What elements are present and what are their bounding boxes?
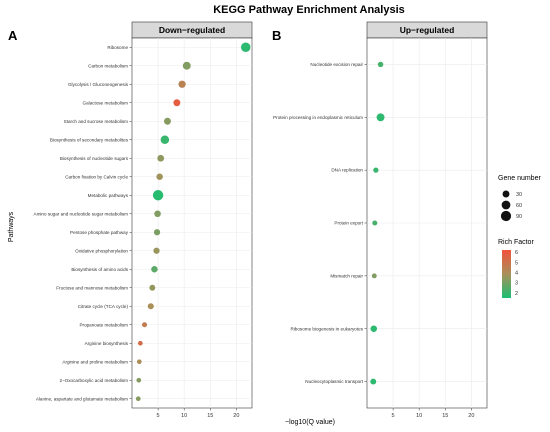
data-point bbox=[372, 220, 378, 226]
pathway-label: Biosynthesis of secondary metabolites bbox=[50, 137, 129, 142]
legend-color-label: 5 bbox=[515, 260, 518, 266]
pathway-label: Nucleocytoplasmic transport bbox=[305, 379, 363, 384]
facet-strip-title: Down−regulated bbox=[159, 25, 225, 35]
pathway-label: Galactose metabolism bbox=[83, 100, 129, 105]
y-axis-title: Pathways bbox=[8, 211, 15, 242]
pathway-label: Arginine and proline metabolism bbox=[62, 359, 128, 364]
x-tick-label: 10 bbox=[416, 413, 422, 419]
legend-size-swatch bbox=[501, 200, 511, 210]
legend-size-label: 60 bbox=[516, 203, 522, 209]
x-tick-label: 5 bbox=[392, 413, 395, 419]
data-point bbox=[149, 284, 156, 291]
panel-b: B Up−regulated 5 10 15 20 Nucleotide excision … bbox=[272, 21, 488, 419]
legend-color-label: 2 bbox=[515, 291, 518, 297]
legend: Gene number 30 60 90 Rich Factor 6 5 4 3 2 bbox=[498, 175, 541, 298]
pathway-label: Pentose phosphate pathway bbox=[70, 230, 129, 235]
data-point bbox=[137, 340, 143, 346]
pathway-label: Protein processing in endoplasmic reticu… bbox=[273, 115, 363, 120]
legend-size-label: 30 bbox=[516, 192, 522, 198]
pathway-label: Ribosome bbox=[107, 45, 128, 50]
data-point bbox=[371, 273, 377, 279]
data-point bbox=[160, 135, 170, 144]
x-tick-label: 15 bbox=[207, 413, 213, 419]
pathway-label: Protein export bbox=[334, 221, 363, 226]
pathway-label: Biosynthesis of nucleotide sugars bbox=[60, 156, 129, 161]
x-tick-label: 10 bbox=[181, 413, 187, 419]
data-point bbox=[136, 359, 142, 365]
x-axis-title: −log10(Q value) bbox=[285, 419, 335, 426]
pathway-label: Mismatch repair bbox=[330, 273, 363, 278]
legend-color-label: 6 bbox=[515, 250, 518, 256]
data-point bbox=[153, 229, 161, 236]
pathway-label: Glycolysis / Gluconeogenesis bbox=[68, 82, 129, 87]
data-point bbox=[164, 117, 171, 125]
data-point bbox=[154, 210, 161, 218]
plot-area bbox=[131, 37, 253, 409]
data-point bbox=[173, 99, 181, 107]
pathway-label: Starch and sucrose metabolism bbox=[64, 119, 129, 124]
data-point bbox=[373, 167, 379, 173]
pathway-label: Ribosome biogenesis in eukaryotes bbox=[290, 326, 363, 331]
data-point bbox=[240, 42, 251, 53]
data-point bbox=[157, 154, 165, 162]
pathway-label: Citrate cycle (TCA cycle) bbox=[78, 304, 129, 309]
figure-title: KEGG Pathway Enrichment Analysis bbox=[213, 4, 405, 16]
pathway-label: Metabolic pathways bbox=[88, 193, 129, 198]
data-point bbox=[370, 378, 377, 385]
legend-color-title: Rich Factor bbox=[498, 239, 534, 246]
pathway-label: Nucleotide excision repair bbox=[310, 62, 363, 67]
data-point bbox=[151, 265, 158, 273]
facet-strip-title: Up−regulated bbox=[400, 25, 455, 35]
pathway-label: DNA replication bbox=[331, 168, 363, 173]
data-point bbox=[182, 61, 191, 70]
legend-color-label: 4 bbox=[515, 270, 518, 276]
x-tick-label: 15 bbox=[442, 413, 448, 419]
pathway-label: Amino sugar and nucleotide sugar metabol… bbox=[34, 211, 129, 216]
data-point bbox=[135, 396, 141, 402]
pathway-label: 2−Oxocarboxylic acid metabolism bbox=[59, 378, 128, 383]
pathway-label: Fructose and mannose metabolism bbox=[56, 285, 128, 290]
legend-size-label: 90 bbox=[516, 214, 522, 220]
panel-letter: A bbox=[8, 28, 18, 43]
pathway-label: Carbon fixation by Calvin cycle bbox=[65, 174, 128, 179]
data-point bbox=[377, 61, 384, 68]
panel-a: A Down−regulated 5 10 15 20 Ribosome Carbon met… bbox=[8, 21, 253, 419]
pathway-label: Oxidative phosphorylation bbox=[75, 248, 128, 253]
pathway-label: Propanoate metabolism bbox=[79, 322, 128, 327]
data-point bbox=[147, 303, 154, 310]
pathway-label: Alanine, aspartate and glutamate metabol… bbox=[36, 396, 128, 401]
pathway-label: Biosynthesis of amino acids bbox=[71, 267, 128, 272]
data-point bbox=[370, 325, 378, 332]
data-point bbox=[153, 247, 160, 254]
data-point bbox=[156, 173, 163, 181]
pathway-label: Arginine biosynthesis bbox=[85, 341, 129, 346]
data-point bbox=[152, 190, 164, 201]
legend-size-swatch bbox=[502, 190, 510, 198]
data-point bbox=[178, 80, 186, 88]
legend-color-label: 3 bbox=[515, 281, 518, 287]
data-point bbox=[142, 322, 148, 328]
pathway-label: Carbon metabolism bbox=[88, 63, 128, 68]
legend-size-title: Gene number bbox=[498, 175, 541, 182]
panels: A Down−regulated 5 10 15 20 Ribosome Carbon met… bbox=[8, 21, 488, 419]
x-tick-label: 5 bbox=[157, 413, 160, 419]
legend-colorbar bbox=[502, 250, 511, 298]
legend-size-swatch bbox=[500, 210, 512, 222]
data-point bbox=[136, 377, 142, 383]
panel-letter: B bbox=[272, 28, 281, 43]
x-tick-label: 20 bbox=[468, 413, 474, 419]
x-tick-label: 20 bbox=[233, 413, 239, 419]
data-point bbox=[376, 113, 385, 122]
